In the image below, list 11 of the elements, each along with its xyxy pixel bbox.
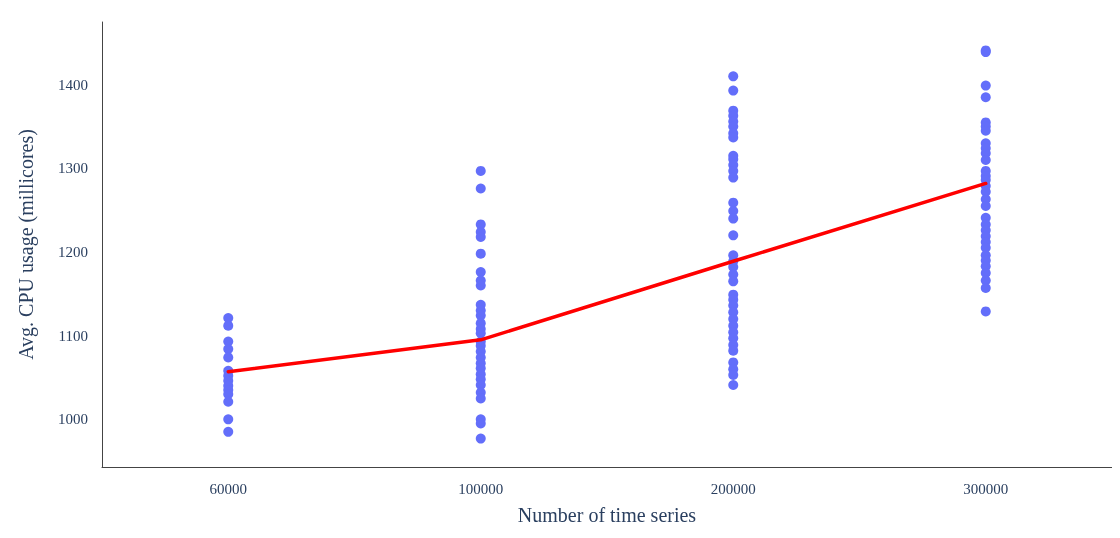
y-tick-label: 1300 xyxy=(58,160,88,177)
y-axis-title: Avg. CPU usage (millicores) xyxy=(15,129,38,360)
y-tick-label: 1100 xyxy=(58,327,88,344)
y-tick-label: 1400 xyxy=(58,76,88,93)
y-tick-label: 1000 xyxy=(58,411,88,428)
x-tick-label: 300000 xyxy=(963,480,1009,497)
x-tick-label: 200000 xyxy=(710,480,756,497)
x-tick-label: 100000 xyxy=(458,480,504,497)
x-tick-label: 60000 xyxy=(209,480,247,497)
y-tick-label: 1200 xyxy=(58,244,88,261)
x-axis-title: Number of time series xyxy=(517,504,697,526)
